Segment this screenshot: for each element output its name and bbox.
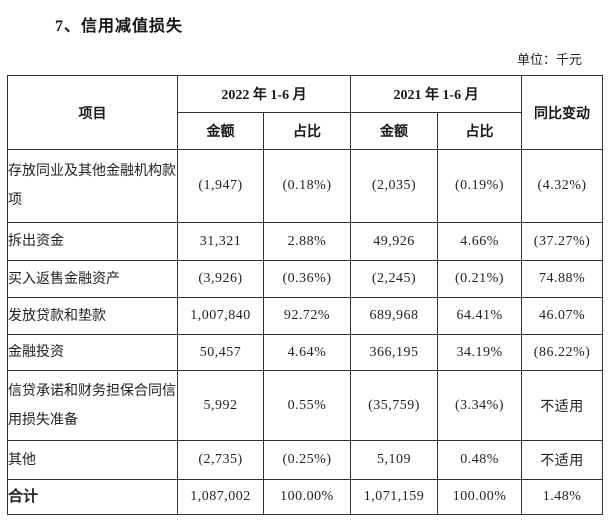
cell-ratio-2022: 0.55%: [262, 370, 352, 441]
cell-amount-2022: 31,321: [177, 222, 264, 261]
table-row: 信贷承诺和财务担保合同信用损失准备 5,992 0.55% (35,759) (…: [7, 370, 604, 441]
cell-ratio-2022: (0.36%): [262, 260, 352, 298]
cell-item: 信贷承诺和财务担保合同信用损失准备: [7, 370, 178, 441]
header-yoy: 同比变动: [521, 75, 604, 150]
cell-amount-2021: 49,926: [350, 222, 439, 261]
unit-label: 单位：千元: [516, 52, 582, 67]
cell-item: 拆出资金: [7, 222, 178, 261]
cell-ratio-2022: 92.72%: [262, 297, 352, 335]
cell-yoy: 不适用: [521, 370, 604, 441]
header-row-periods: 项目 2022 年 1-6 月 2021 年 1-6 月 同比变动: [7, 75, 604, 150]
cell-item: 发放贷款和垫款: [7, 297, 178, 335]
cell-item-total: 合计: [7, 479, 178, 515]
cell-ratio-2021: (3.34%): [437, 370, 523, 441]
cell-ratio-2021: 34.19%: [437, 334, 523, 371]
cell-amount-2021: 5,109: [350, 440, 439, 480]
header-item: 项目: [7, 75, 178, 150]
cell-amount-2021: (35,759): [350, 370, 439, 441]
cell-ratio-2021: (0.19%): [437, 149, 523, 223]
cell-amount-2021: (2,245): [350, 260, 439, 298]
cell-ratio-2021: 4.66%: [437, 222, 523, 261]
cell-amount-2021: 1,071,159: [350, 479, 439, 515]
header-row-measures: 金额 占比 金额 占比: [8, 112, 603, 150]
header-ratio-2022: 占比: [262, 112, 352, 150]
cell-yoy: (37.27%): [521, 222, 604, 261]
table-row: 其他 (2,735) (0.25%) 5,109 0.48% 不适用: [7, 440, 604, 480]
cell-ratio-2021: 64.41%: [437, 297, 523, 335]
table-row: 金融投资 50,457 4.64% 366,195 34.19% (86.22%…: [7, 334, 604, 371]
header-amount-2022: 金额: [177, 112, 264, 150]
cell-ratio-2022: (0.18%): [262, 149, 352, 223]
cell-amount-2022: (1,947): [177, 149, 264, 223]
cell-yoy: (4.32%): [521, 149, 604, 223]
cell-amount-2022: 50,457: [177, 334, 264, 371]
cell-amount-2021: 689,968: [350, 297, 439, 335]
cell-yoy: 1.48%: [521, 479, 604, 515]
header-ratio-2021: 占比: [437, 112, 523, 150]
header-period-2022: 2022 年 1-6 月: [176, 75, 352, 113]
cell-yoy: 74.88%: [521, 260, 604, 298]
table-row: 发放贷款和垫款 1,007,840 92.72% 689,968 64.41% …: [7, 297, 604, 335]
cell-item: 金融投资: [7, 334, 178, 371]
cell-item: 买入返售金融资产: [7, 260, 178, 298]
cell-yoy: 不适用: [521, 440, 604, 480]
credit-impairment-table: 项目 2022 年 1-6 月 2021 年 1-6 月 同比变动 金额 占比 …: [7, 75, 604, 515]
cell-amount-2022: 1,087,002: [177, 479, 264, 515]
cell-amount-2022: (3,926): [177, 260, 264, 298]
cell-ratio-2022: 100.00%: [262, 479, 352, 515]
cell-amount-2021: (2,035): [350, 149, 439, 223]
header-amount-2021: 金额: [350, 112, 439, 150]
cell-ratio-2022: 4.64%: [262, 334, 352, 371]
cell-ratio-2022: 2.88%: [262, 222, 352, 261]
header-period-2021: 2021 年 1-6 月: [350, 75, 523, 113]
cell-amount-2022: 1,007,840: [177, 297, 264, 335]
cell-item: 其他: [7, 440, 178, 480]
cell-yoy: 46.07%: [521, 297, 604, 335]
table-row: 拆出资金 31,321 2.88% 49,926 4.66% (37.27%): [7, 222, 604, 261]
cell-ratio-2021: 100.00%: [437, 479, 523, 515]
cell-ratio-2021: (0.21%): [437, 260, 523, 298]
section-title: 7、信用减值损失: [55, 18, 184, 35]
table-row-total: 合计 1,087,002 100.00% 1,071,159 100.00% 1…: [7, 479, 604, 515]
cell-ratio-2021: 0.48%: [437, 440, 523, 480]
table-row: 买入返售金融资产 (3,926) (0.36%) (2,245) (0.21%)…: [7, 260, 604, 298]
cell-amount-2021: 366,195: [350, 334, 439, 371]
cell-amount-2022: 5,992: [177, 370, 264, 441]
cell-ratio-2022: (0.25%): [262, 440, 352, 480]
table-row: 存放同业及其他金融机构款项 (1,947) (0.18%) (2,035) (0…: [7, 149, 604, 223]
cell-amount-2022: (2,735): [177, 440, 264, 480]
cell-yoy: (86.22%): [521, 334, 604, 371]
cell-item: 存放同业及其他金融机构款项: [7, 149, 178, 223]
